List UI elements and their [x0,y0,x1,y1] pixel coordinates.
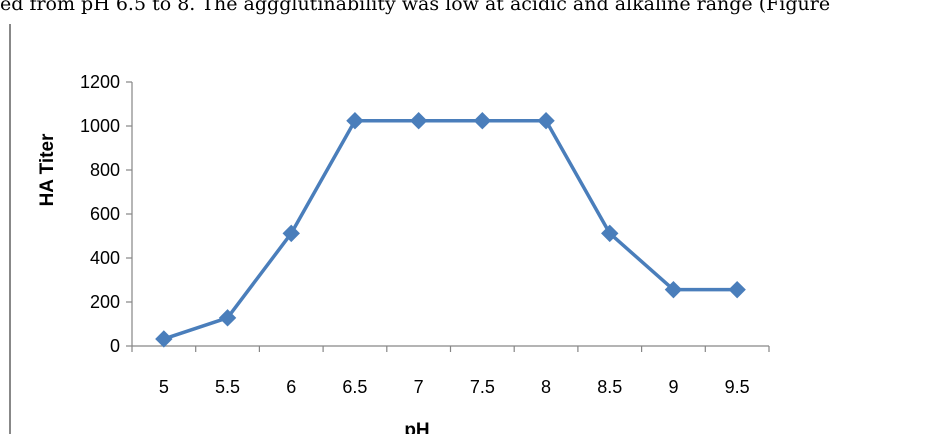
series-line [163,118,738,341]
data-point-marker [664,280,683,299]
y-axis-title: HA Titer [37,133,58,206]
data-point-marker [218,309,237,327]
x-tick-label: 7.5 [470,377,495,397]
x-tick-label: 8 [541,377,551,397]
x-tick-label: 7 [414,377,424,397]
x-axis-title: pH [404,420,429,434]
data-point-marker [728,280,746,299]
x-tick-label: 5.5 [215,377,240,397]
data-point-marker [473,112,492,130]
x-tick-label: 9.5 [725,377,750,397]
data-point-marker [537,112,555,130]
data-point-marker [601,224,619,243]
y-tick-label: 1000 [80,116,120,136]
figure-frame-border [9,24,11,434]
x-tick-label: 6 [286,377,296,397]
x-tick-label: 9 [668,377,678,397]
data-point-marker [155,330,173,348]
data-point-marker [409,112,428,130]
data-point-marker [282,224,300,243]
x-tick-label: 5 [159,377,169,397]
x-tick-label: 8.5 [597,377,622,397]
x-tick-label: 6.5 [342,377,367,397]
y-tick-label: 0 [110,336,120,356]
data-point-marker [346,112,364,130]
y-tick-label: 400 [90,248,120,268]
y-tick-label: 800 [90,160,120,180]
y-tick-label: 200 [90,292,120,312]
caption-text: ed from pH 6.5 to 8. The aggglutinabilit… [0,0,831,15]
y-tick-label: 600 [90,204,120,224]
y-tick-label: 1200 [80,72,120,92]
